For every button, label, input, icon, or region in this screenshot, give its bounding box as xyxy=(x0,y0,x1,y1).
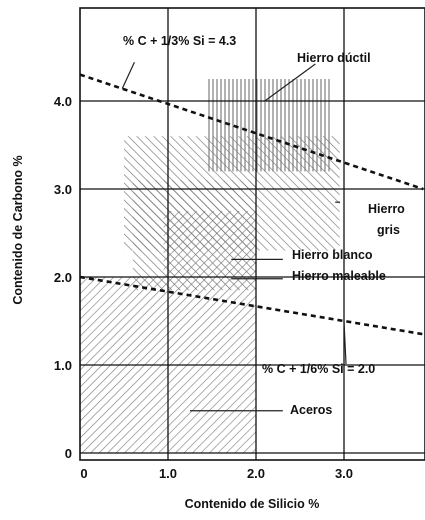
y-tick-label-3-0: 3.0 xyxy=(54,182,72,197)
x-tick-label-2-0: 2.0 xyxy=(247,466,265,481)
y-tick-label-4-0: 4.0 xyxy=(54,94,72,109)
x-axis-title: Contenido de Silicio % xyxy=(185,497,320,511)
pointer-line-upper xyxy=(121,61,135,89)
x-tick-label-1-0: 1.0 xyxy=(159,466,177,481)
malleable-iron-label: Hierro maleable xyxy=(292,269,386,283)
steels-label: Aceros xyxy=(290,403,332,417)
pointer-line-lower xyxy=(343,320,347,365)
x-tick-label-0: 0 xyxy=(80,466,87,481)
line-lower-label: % C + 1/6% Si = 2.0 xyxy=(262,362,375,376)
y-tick-label-1-0: 1.0 xyxy=(54,358,72,373)
plot-frame xyxy=(79,7,425,461)
ductile-iron-label: Hierro dúctil xyxy=(297,51,371,65)
pointer-hierro-ductil xyxy=(264,63,316,102)
region-hierro-ductil xyxy=(207,79,331,172)
line-upper-label: % C + 1/3% Si = 4.3 xyxy=(123,34,236,48)
boundary-line-lower xyxy=(79,275,424,336)
x-tick-label-3-0: 3.0 xyxy=(335,466,353,481)
region-hierro-maleable xyxy=(163,211,256,277)
gray-iron-label-1: Hierro xyxy=(368,202,405,216)
white-iron-label: Hierro blanco xyxy=(292,248,373,262)
boundary-line-upper xyxy=(79,73,424,191)
y-tick-label-0: 0 xyxy=(65,446,72,461)
y-tick-label-2-0: 2.0 xyxy=(54,270,72,285)
pointer-lines-layer xyxy=(121,61,347,412)
tick-labels: 0 1.0 2.0 3.0 0 1.0 2.0 3.0 4.0 xyxy=(54,94,353,481)
boundary-lines-layer xyxy=(79,73,424,336)
gray-iron-label-2: gris xyxy=(377,223,400,237)
grid-layer xyxy=(80,8,425,460)
y-axis-title: Contenido de Carbono % xyxy=(11,155,25,304)
